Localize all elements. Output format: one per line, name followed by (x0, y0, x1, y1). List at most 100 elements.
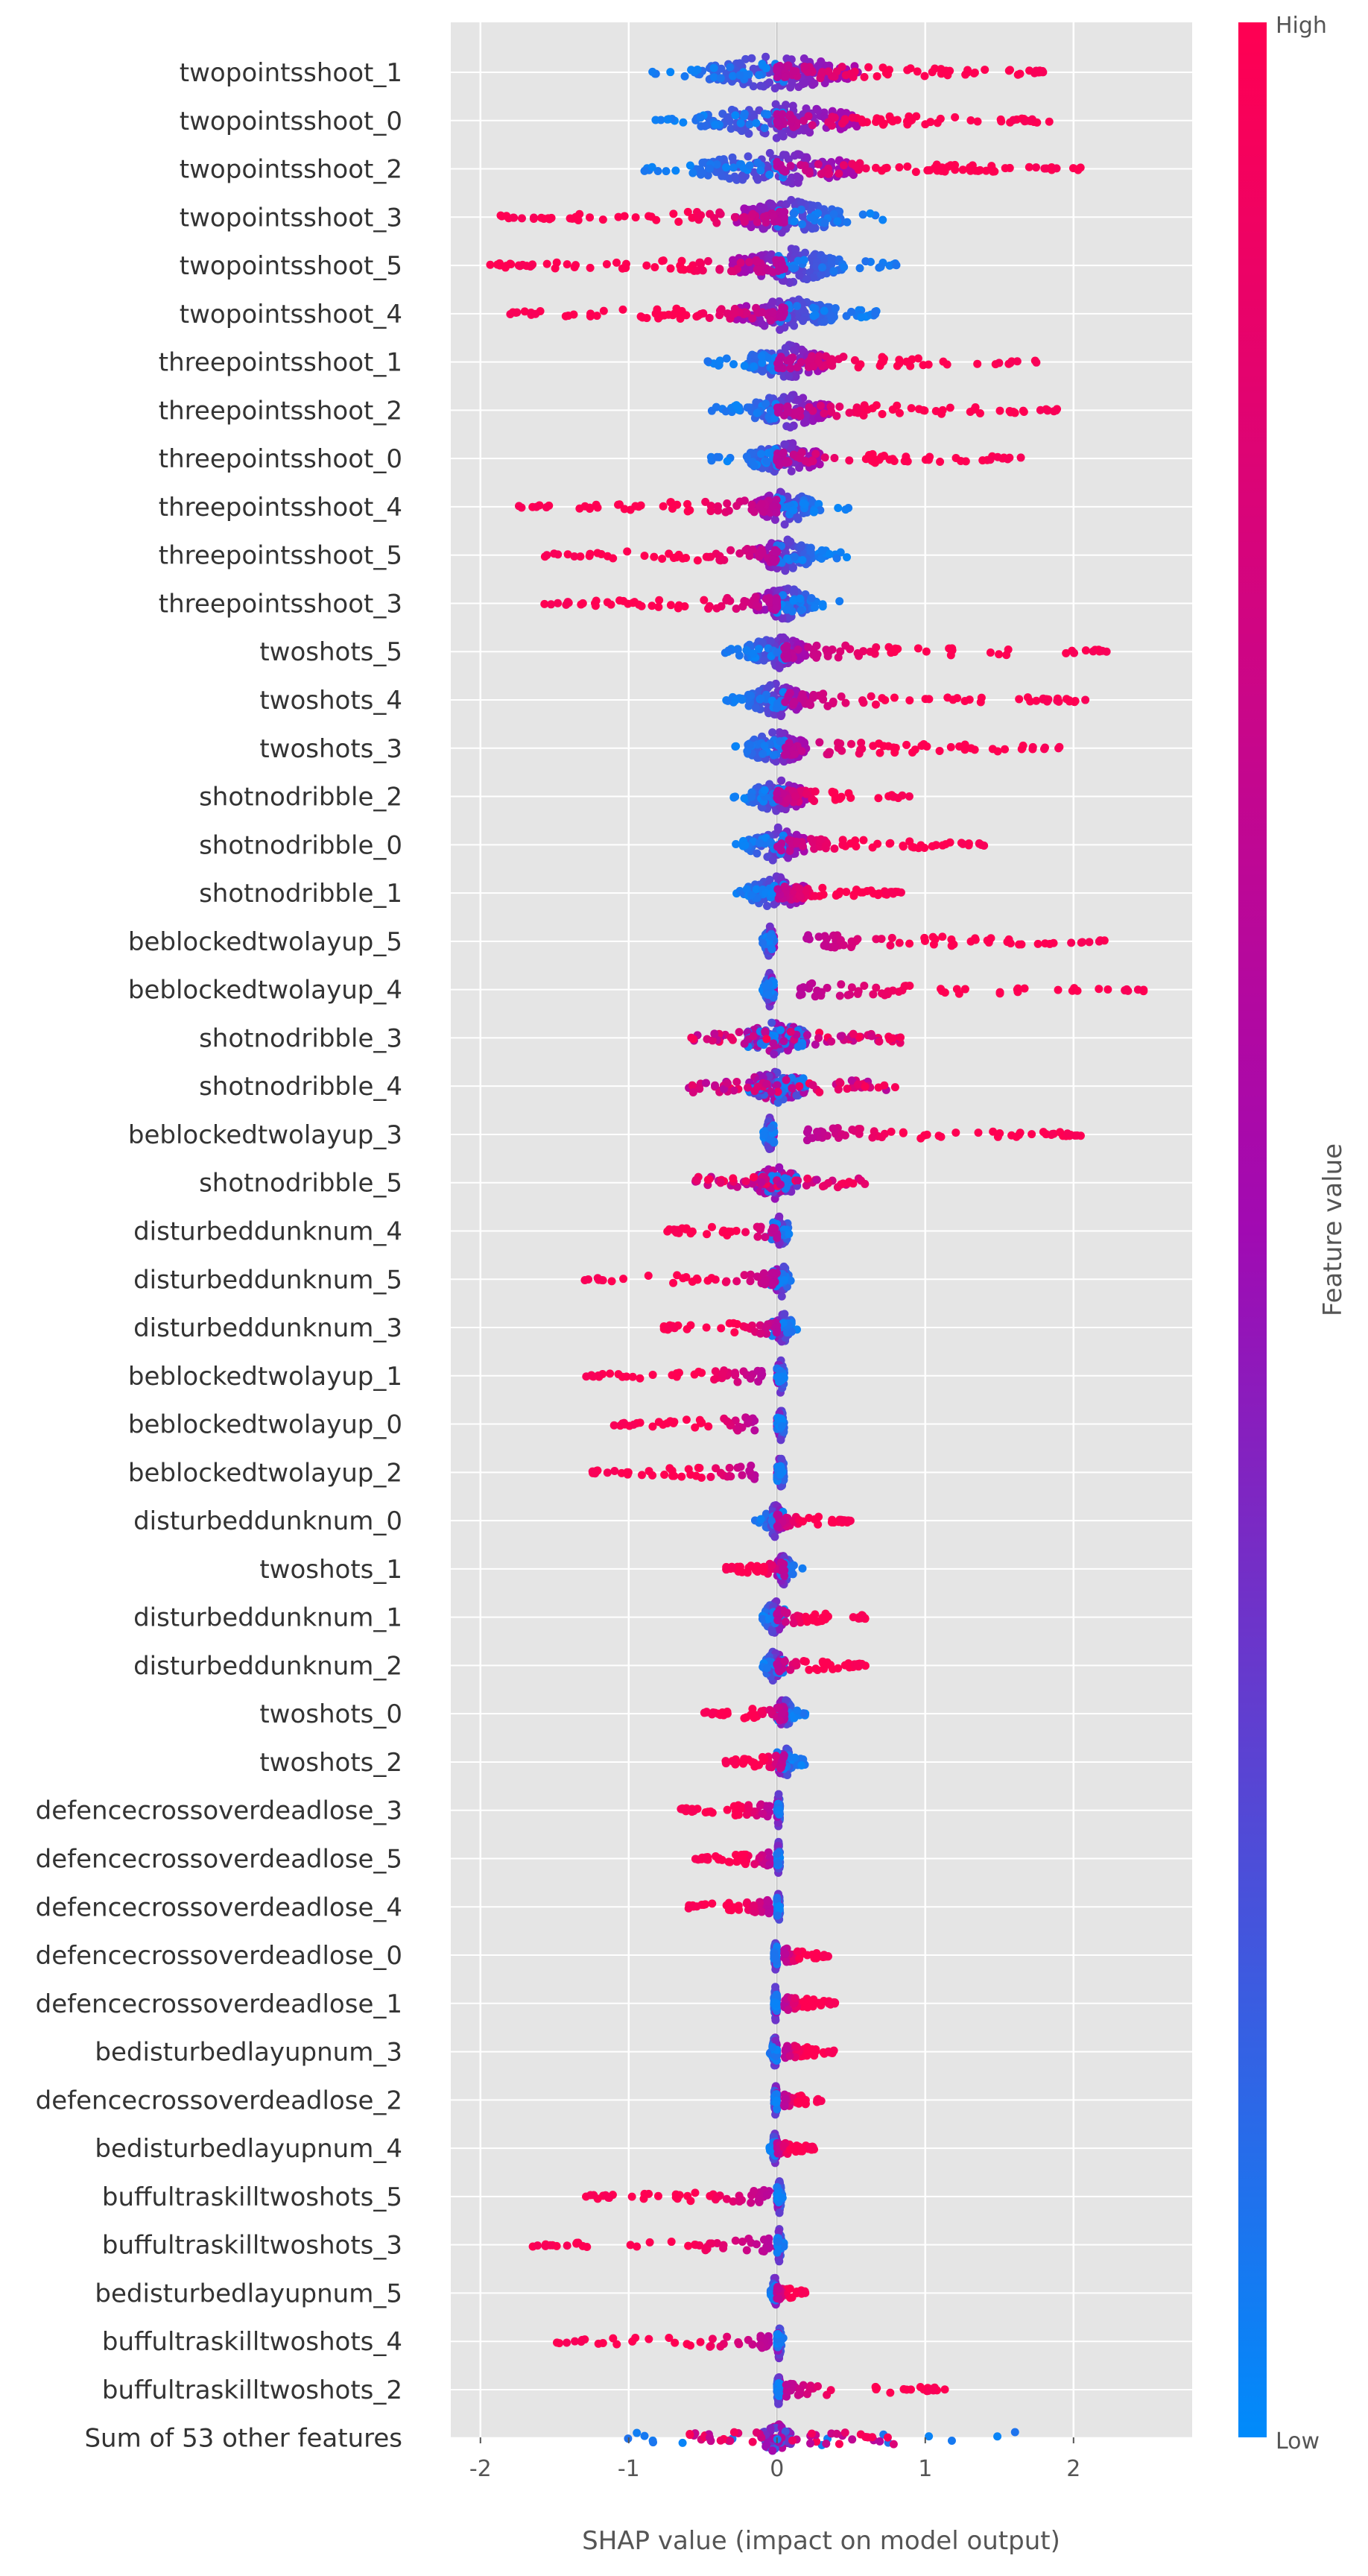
data-point (794, 1176, 802, 1185)
data-point (995, 650, 1004, 659)
data-point (785, 1229, 794, 1238)
data-point (838, 840, 847, 849)
data-point (809, 312, 818, 321)
data-point (817, 835, 826, 844)
data-point (749, 64, 758, 73)
data-point (790, 217, 799, 226)
data-point (922, 742, 931, 751)
data-point (841, 71, 850, 80)
data-point (602, 259, 611, 268)
data-point (659, 502, 668, 511)
data-point (895, 938, 904, 947)
data-point (859, 698, 868, 707)
data-point (732, 175, 741, 184)
data-point (607, 1277, 616, 1286)
data-point (692, 312, 701, 321)
data-point (939, 357, 948, 366)
data-point (933, 119, 942, 127)
data-point (832, 554, 841, 563)
data-point (609, 554, 618, 563)
data-point (800, 62, 809, 71)
data-point (794, 396, 802, 405)
data-point (654, 602, 663, 611)
data-point (834, 504, 843, 513)
data-point (629, 599, 638, 607)
data-point (817, 546, 826, 555)
data-point (888, 986, 897, 995)
data-point (839, 161, 848, 170)
data-point (586, 263, 595, 272)
data-point (846, 793, 855, 802)
data-point (776, 325, 785, 334)
data-point (584, 1275, 593, 1284)
data-point (723, 499, 732, 508)
data-point (858, 210, 867, 219)
data-point (845, 408, 854, 417)
data-point (937, 163, 946, 172)
data-point (698, 266, 707, 275)
data-point (654, 314, 663, 323)
data-point (710, 1029, 719, 1038)
data-point (730, 212, 739, 221)
data-point (853, 1080, 862, 1089)
data-point (713, 502, 722, 511)
data-point (759, 656, 768, 665)
data-point (849, 1029, 858, 1038)
data-point (690, 1370, 699, 1379)
data-point (794, 1042, 802, 1051)
data-point (703, 256, 712, 265)
data-point (807, 593, 816, 602)
data-point (1081, 695, 1090, 704)
data-point (826, 312, 835, 321)
data-point (529, 213, 538, 222)
data-point (672, 304, 681, 313)
data-point (823, 983, 832, 992)
data-point (878, 409, 887, 418)
data-point (778, 110, 787, 119)
data-point (747, 54, 756, 63)
data-point (766, 637, 775, 645)
data-point (711, 120, 720, 129)
data-point (759, 203, 768, 212)
data-point (794, 645, 802, 654)
data-point (745, 120, 754, 129)
data-point (753, 1082, 762, 1091)
data-point (614, 1370, 623, 1379)
data-point (810, 507, 819, 516)
data-point (810, 797, 819, 806)
data-point (808, 457, 817, 466)
data-point (890, 792, 899, 801)
data-point (848, 113, 857, 122)
data-point (650, 552, 659, 561)
data-point (892, 261, 901, 270)
data-point (709, 73, 718, 82)
data-point (887, 933, 896, 942)
data-point (833, 217, 842, 226)
data-point (773, 408, 782, 417)
data-point (844, 1178, 853, 1187)
data-point (781, 566, 790, 575)
data-point (830, 845, 839, 853)
data-point (847, 307, 856, 316)
data-point (911, 168, 920, 177)
data-point (693, 556, 702, 565)
data-point (753, 158, 762, 167)
data-point (885, 455, 894, 464)
data-point (1124, 986, 1133, 995)
data-point (735, 1028, 744, 1037)
data-point (824, 67, 833, 76)
data-point (948, 644, 957, 653)
data-point (836, 1032, 845, 1041)
data-point (815, 738, 824, 747)
data-point (871, 309, 880, 318)
data-point (615, 500, 624, 509)
data-point (811, 787, 820, 796)
data-point (835, 597, 844, 606)
data-point (829, 1124, 837, 1133)
data-point (753, 257, 761, 266)
data-point (859, 411, 868, 420)
data-point (688, 1278, 697, 1287)
data-point (845, 456, 854, 465)
data-point (786, 83, 795, 92)
data-point (890, 1083, 899, 1092)
